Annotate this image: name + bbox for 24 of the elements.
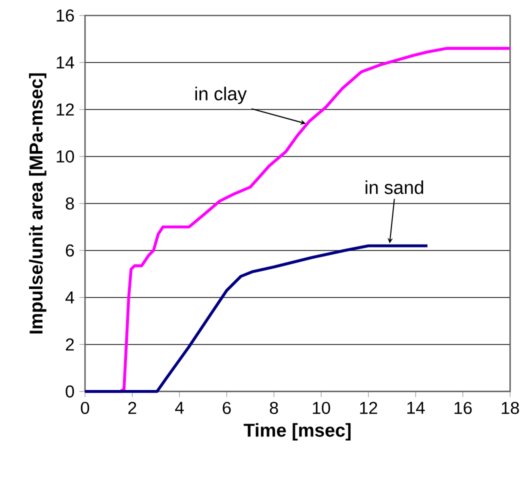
annotation: in clay [195,86,247,104]
x-tick-label: 0 [80,402,90,414]
x-tick-label: 10 [312,402,330,414]
x-tick-label: 6 [222,402,231,414]
x-tick-label: 18 [502,402,519,414]
y-tick-label: 8 [66,197,74,210]
x-tick-label: 2 [128,402,136,414]
annotation: in sand [366,180,424,194]
x-tick-label: 14 [407,402,425,414]
x-axis-title: Time [msec] [244,423,351,441]
y-tick-label: 12 [56,103,74,116]
y-tick-label: 0 [66,385,74,398]
y-tick-label: 16 [56,9,74,22]
y-axis-title: Impulse/unit area [MPa-msec] [29,73,46,334]
x-tick-label: 4 [175,402,184,414]
x-tick-label: 16 [454,402,472,414]
y-tick-label: 10 [56,150,74,163]
y-tick-label: 6 [66,244,74,257]
x-tick-label: 8 [270,402,278,414]
x-tick-label: 12 [360,402,378,414]
y-tick-label: 2 [66,338,74,351]
y-tick-label: 14 [56,56,74,68]
y-tick-label: 4 [65,292,74,304]
line-series [84,244,429,393]
